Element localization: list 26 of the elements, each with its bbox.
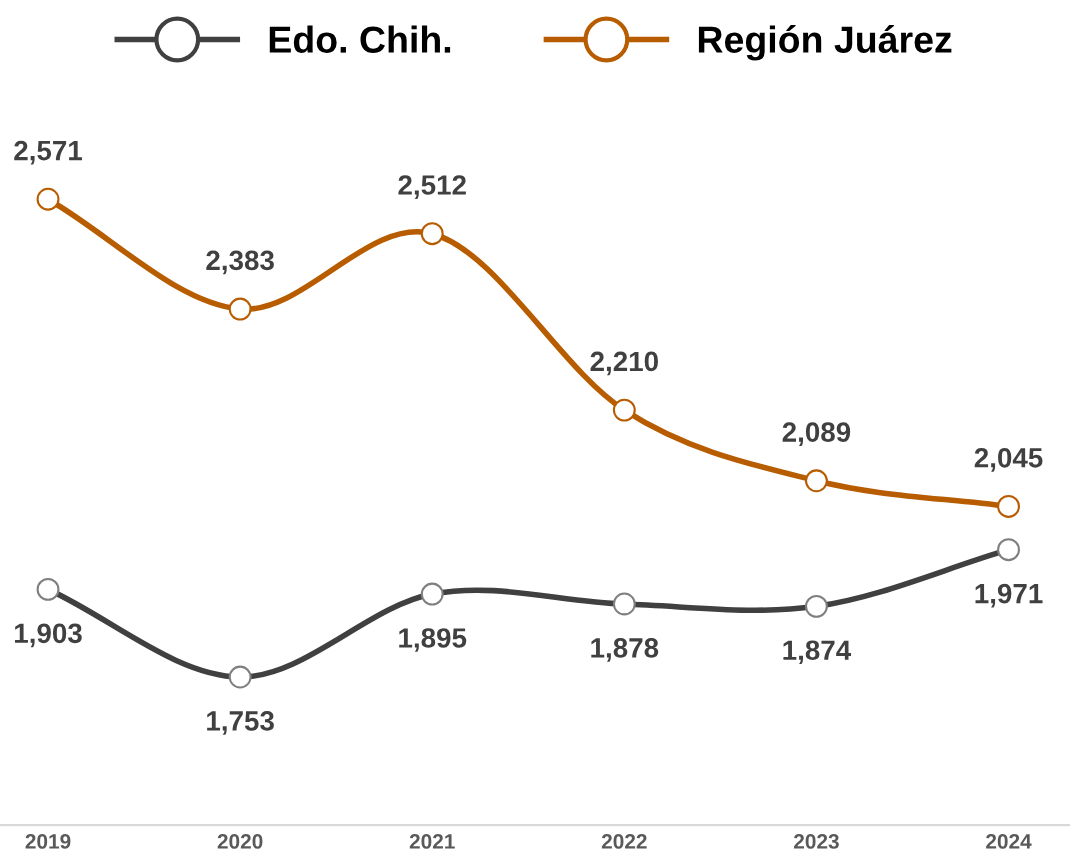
data-label: 1,878 bbox=[591, 638, 659, 662]
point bbox=[36, 187, 60, 211]
x-tick-label: 2024 bbox=[986, 834, 1032, 849]
data-label: 1,971 bbox=[975, 583, 1043, 608]
x-tick-label: 2020 bbox=[217, 834, 263, 849]
data-label: 2,045 bbox=[974, 447, 1043, 472]
data-label: 1,753 bbox=[207, 711, 274, 735]
point bbox=[997, 495, 1020, 518]
legend-label: Edo. Chih. bbox=[269, 25, 451, 53]
data-label: 2,571 bbox=[14, 140, 83, 165]
x-tick-label: 2019 bbox=[25, 834, 71, 849]
point bbox=[228, 297, 252, 321]
point bbox=[612, 398, 636, 422]
point bbox=[420, 222, 444, 246]
data-label: 1,874 bbox=[783, 640, 852, 665]
data-label: 2,512 bbox=[398, 175, 466, 199]
x-tick-label: 2023 bbox=[793, 834, 839, 849]
data-label: 2,210 bbox=[590, 351, 658, 376]
data-label: 1,895 bbox=[399, 628, 467, 652]
data-label: 2,383 bbox=[206, 250, 274, 275]
point bbox=[804, 469, 828, 493]
legend-label: Región Juárez bbox=[698, 25, 952, 61]
data-label: 2,089 bbox=[782, 422, 851, 446]
x-tick-label: 2021 bbox=[409, 834, 455, 849]
x-tick-label: 2022 bbox=[601, 834, 647, 849]
data-label: 1,903 bbox=[15, 623, 82, 648]
